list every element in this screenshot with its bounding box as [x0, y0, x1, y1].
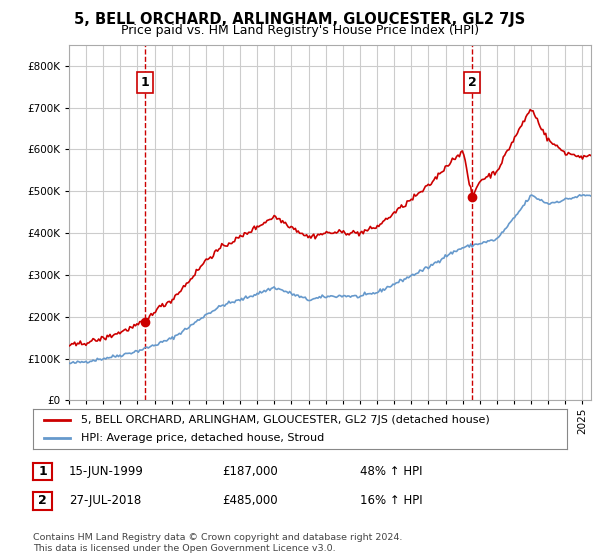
- Text: HPI: Average price, detached house, Stroud: HPI: Average price, detached house, Stro…: [81, 433, 325, 443]
- Text: 27-JUL-2018: 27-JUL-2018: [69, 494, 141, 507]
- Text: 15-JUN-1999: 15-JUN-1999: [69, 465, 144, 478]
- Text: Contains HM Land Registry data © Crown copyright and database right 2024.
This d: Contains HM Land Registry data © Crown c…: [33, 533, 403, 553]
- Text: 5, BELL ORCHARD, ARLINGHAM, GLOUCESTER, GL2 7JS (detached house): 5, BELL ORCHARD, ARLINGHAM, GLOUCESTER, …: [81, 415, 490, 424]
- Text: 1: 1: [38, 465, 47, 478]
- Text: 16% ↑ HPI: 16% ↑ HPI: [360, 494, 422, 507]
- Text: 5, BELL ORCHARD, ARLINGHAM, GLOUCESTER, GL2 7JS: 5, BELL ORCHARD, ARLINGHAM, GLOUCESTER, …: [74, 12, 526, 27]
- Text: 1: 1: [141, 76, 150, 89]
- Text: 2: 2: [38, 494, 47, 507]
- Text: 48% ↑ HPI: 48% ↑ HPI: [360, 465, 422, 478]
- Text: 2: 2: [468, 76, 476, 89]
- Text: Price paid vs. HM Land Registry's House Price Index (HPI): Price paid vs. HM Land Registry's House …: [121, 24, 479, 37]
- Text: £485,000: £485,000: [222, 494, 278, 507]
- Text: £187,000: £187,000: [222, 465, 278, 478]
